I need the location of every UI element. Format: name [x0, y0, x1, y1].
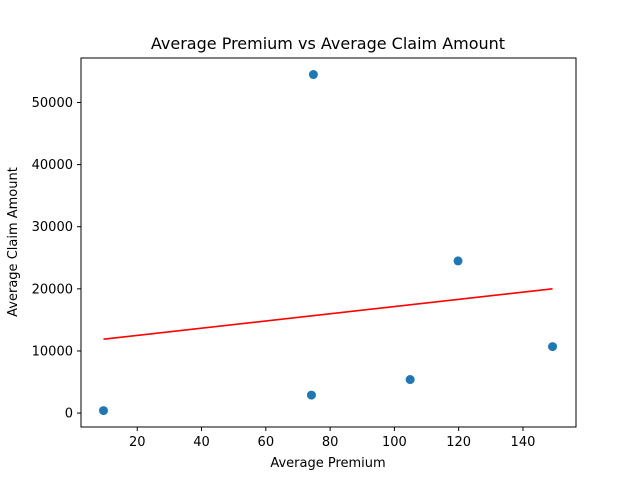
y-tick-label: 10000 [32, 344, 73, 359]
plot-area [99, 70, 558, 416]
x-axis-ticks: 20 40 60 80 100 120 140 [129, 427, 535, 450]
x-axis-label: Average Premium [270, 456, 385, 471]
y-axis-ticks: 0 10000 20000 30000 40000 50000 [32, 96, 81, 422]
scatter-point-2 [306, 390, 316, 400]
scatter-point-1 [99, 406, 108, 416]
y-tick-label: 50000 [32, 96, 73, 111]
trend-line [103, 288, 553, 340]
chart-title: Average Premium vs Average Claim Amount [151, 34, 505, 53]
scatter-point-6 [548, 342, 558, 352]
x-tick-label: 80 [322, 435, 339, 450]
y-tick-label: 0 [65, 407, 73, 422]
scatter-point-5 [453, 256, 463, 266]
y-tick-label: 30000 [32, 220, 73, 235]
y-tick-label: 40000 [32, 158, 73, 173]
scatter-point-3 [308, 70, 318, 80]
axes-frame [80, 57, 577, 428]
y-tick-label: 20000 [32, 282, 73, 297]
x-tick-label: 20 [129, 435, 146, 450]
x-tick-label: 100 [382, 435, 407, 450]
x-tick-label: 60 [258, 435, 275, 450]
x-tick-label: 120 [446, 435, 471, 450]
x-tick-label: 40 [193, 435, 210, 450]
x-tick-label: 140 [511, 435, 536, 450]
y-axis-label: Average Claim Amount [6, 167, 21, 317]
scatter-point-4 [405, 375, 415, 385]
